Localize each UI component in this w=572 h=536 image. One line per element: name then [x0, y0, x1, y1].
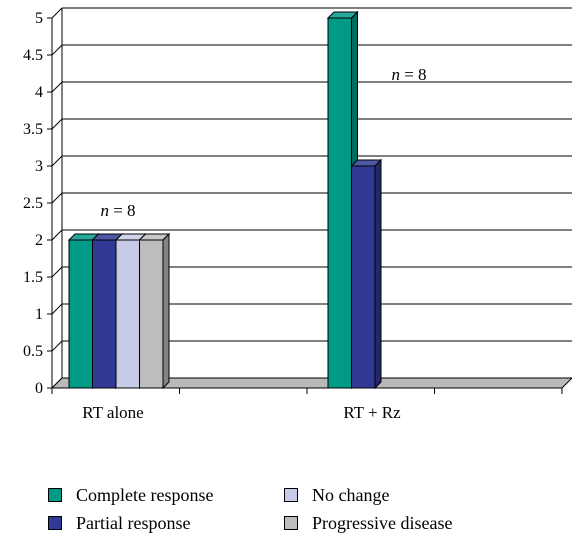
bar-side [162, 232, 170, 390]
y-tick-label: 3 [35, 158, 43, 175]
legend-item: Partial response [48, 512, 190, 534]
n-annotation-italic: n [391, 65, 400, 84]
y-tick-label: 1 [35, 306, 43, 323]
bar-progressive-disease-1 [138, 232, 171, 390]
legend-item: No change [284, 484, 389, 506]
gridline-depth [51, 155, 63, 167]
bar-front [139, 239, 164, 389]
bar-front [68, 239, 93, 389]
y-tick-label: 5 [35, 10, 43, 27]
y-tick-label: 2.5 [23, 195, 43, 212]
x-category-label: RT alone [82, 403, 143, 422]
bar-side [374, 158, 382, 390]
legend-label: Partial response [76, 512, 191, 533]
gridline-depth [51, 192, 63, 204]
y-tick-label: 0.5 [23, 343, 43, 360]
bar-front [327, 17, 352, 389]
legend-swatch [48, 488, 62, 502]
y-tick-label: 0 [35, 380, 43, 397]
y-tick-label: 2 [35, 232, 43, 249]
gridline-depth [51, 118, 63, 130]
legend-item: Complete response [48, 484, 213, 506]
gridline-depth [51, 303, 63, 315]
legend-item: Progressive disease [284, 512, 452, 534]
y-tick-label: 4.5 [23, 47, 43, 64]
bar-front [351, 165, 376, 389]
bar-front [92, 239, 117, 389]
legend-swatch [284, 516, 298, 530]
y-tick-label: 3.5 [23, 121, 43, 138]
gridline-depth [51, 229, 63, 241]
bar-front [115, 239, 140, 389]
x-category-label: RT + Rz [343, 403, 401, 422]
bars [67, 10, 383, 390]
gridline-depth [51, 44, 63, 56]
legend-swatch [48, 516, 62, 530]
n-annotation-value: = 8 [400, 65, 427, 84]
y-tick-label: 4 [35, 84, 43, 101]
legend-label: Complete response [76, 484, 214, 505]
legend-label: Progressive disease [312, 512, 453, 533]
legend-label: No change [312, 484, 390, 505]
labels: 0 0.5 1 1.5 2 2.5 3 3.5 4 4.5 5 RT alone RT + Rz n = … [23, 10, 427, 422]
gridline-depth [51, 266, 63, 278]
n-annotation: n = 8 [391, 65, 426, 84]
gridline-depth [51, 81, 63, 93]
gridline-depth [51, 340, 63, 352]
n-annotation: n = 8 [100, 201, 135, 220]
n-annotation-italic: n [100, 201, 109, 220]
legend: Complete response Partial response No chan… [48, 480, 548, 536]
gridline-depth [51, 7, 63, 19]
legend-swatch [284, 488, 298, 502]
n-annotation-value: = 8 [109, 201, 136, 220]
bar-chart: 0 0.5 1 1.5 2 2.5 3 3.5 4 4.5 5 RT alone RT + Rz n = … [23, 7, 572, 422]
y-tick-label: 1.5 [23, 269, 43, 286]
bar-partial-response-2 [350, 158, 383, 390]
